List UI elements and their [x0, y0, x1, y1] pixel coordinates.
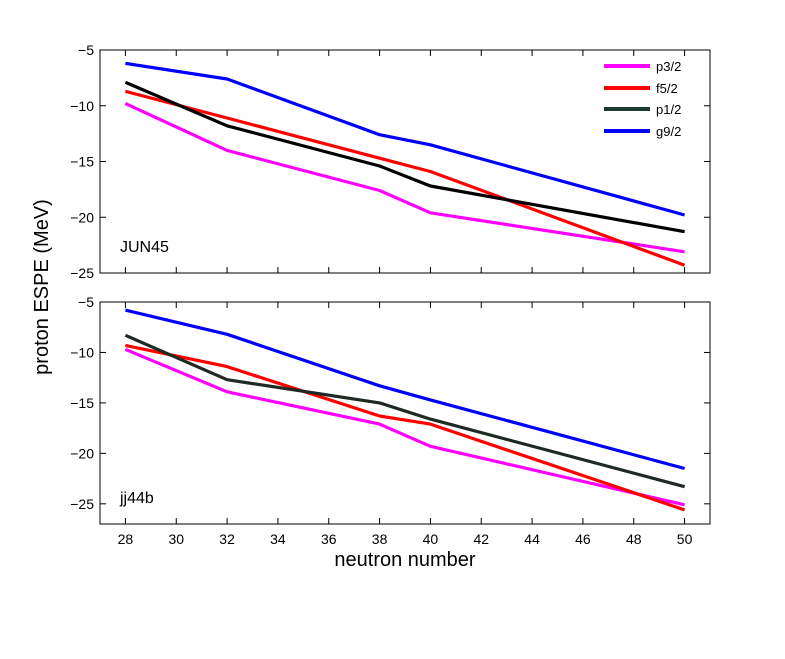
x-tick-label: 40 [423, 531, 439, 547]
top-y-tick-label: −20 [70, 209, 94, 225]
x-tick-label: 34 [270, 531, 286, 547]
x-tick-label: 32 [219, 531, 235, 547]
bottom-panel-frame [99, 301, 711, 525]
bottom-series-p3-2 [124, 347, 685, 507]
bottom-y-tick-label: −5 [78, 294, 94, 310]
bottom-y-tick-label: −10 [70, 344, 94, 360]
bottom-y-tick-label: −25 [70, 496, 94, 512]
top-y-tick-label: −5 [78, 42, 94, 58]
x-tick-label: 36 [321, 531, 337, 547]
top-series-p3-2 [124, 102, 685, 254]
legend-label-p3-2: p3/2 [656, 59, 681, 74]
x-tick-label: 28 [118, 531, 134, 547]
x-tick-label: 48 [626, 531, 642, 547]
top-y-tick-label: −25 [70, 265, 94, 281]
bottom-series-f5-2 [125, 343, 686, 512]
top-y-tick-label: −10 [70, 98, 94, 114]
top-panel-label: JUN45 [120, 239, 169, 256]
bottom-series-g9-2 [125, 308, 686, 471]
y-axis-title: proton ESPE (MeV) [31, 199, 53, 375]
bottom-y-tick-label: −15 [70, 395, 94, 411]
x-tick-label: 50 [677, 531, 693, 547]
top-y-tick-label: −15 [70, 154, 94, 170]
legend-label-p1-2: p1/2 [656, 102, 681, 117]
x-tick-label: 42 [473, 531, 489, 547]
legend-label-g9-2: g9/2 [656, 124, 681, 139]
x-axis-title: neutron number [334, 549, 476, 571]
x-tick-label: 44 [524, 531, 540, 547]
top-series-g9-2 [125, 61, 686, 217]
legend: p3/2 f5/2 p1/2 g9/2 [604, 59, 681, 139]
x-tick-label: 46 [575, 531, 591, 547]
bottom-series-p1-2 [124, 333, 686, 489]
top-series-p1-2 [124, 80, 685, 234]
legend-label-f5-2: f5/2 [656, 81, 678, 96]
bottom-y-tick-label: −20 [70, 445, 94, 461]
bottom-panel-label: jj44b [119, 490, 154, 507]
x-tick-label: 38 [372, 531, 388, 547]
x-tick-label: 30 [168, 531, 184, 547]
